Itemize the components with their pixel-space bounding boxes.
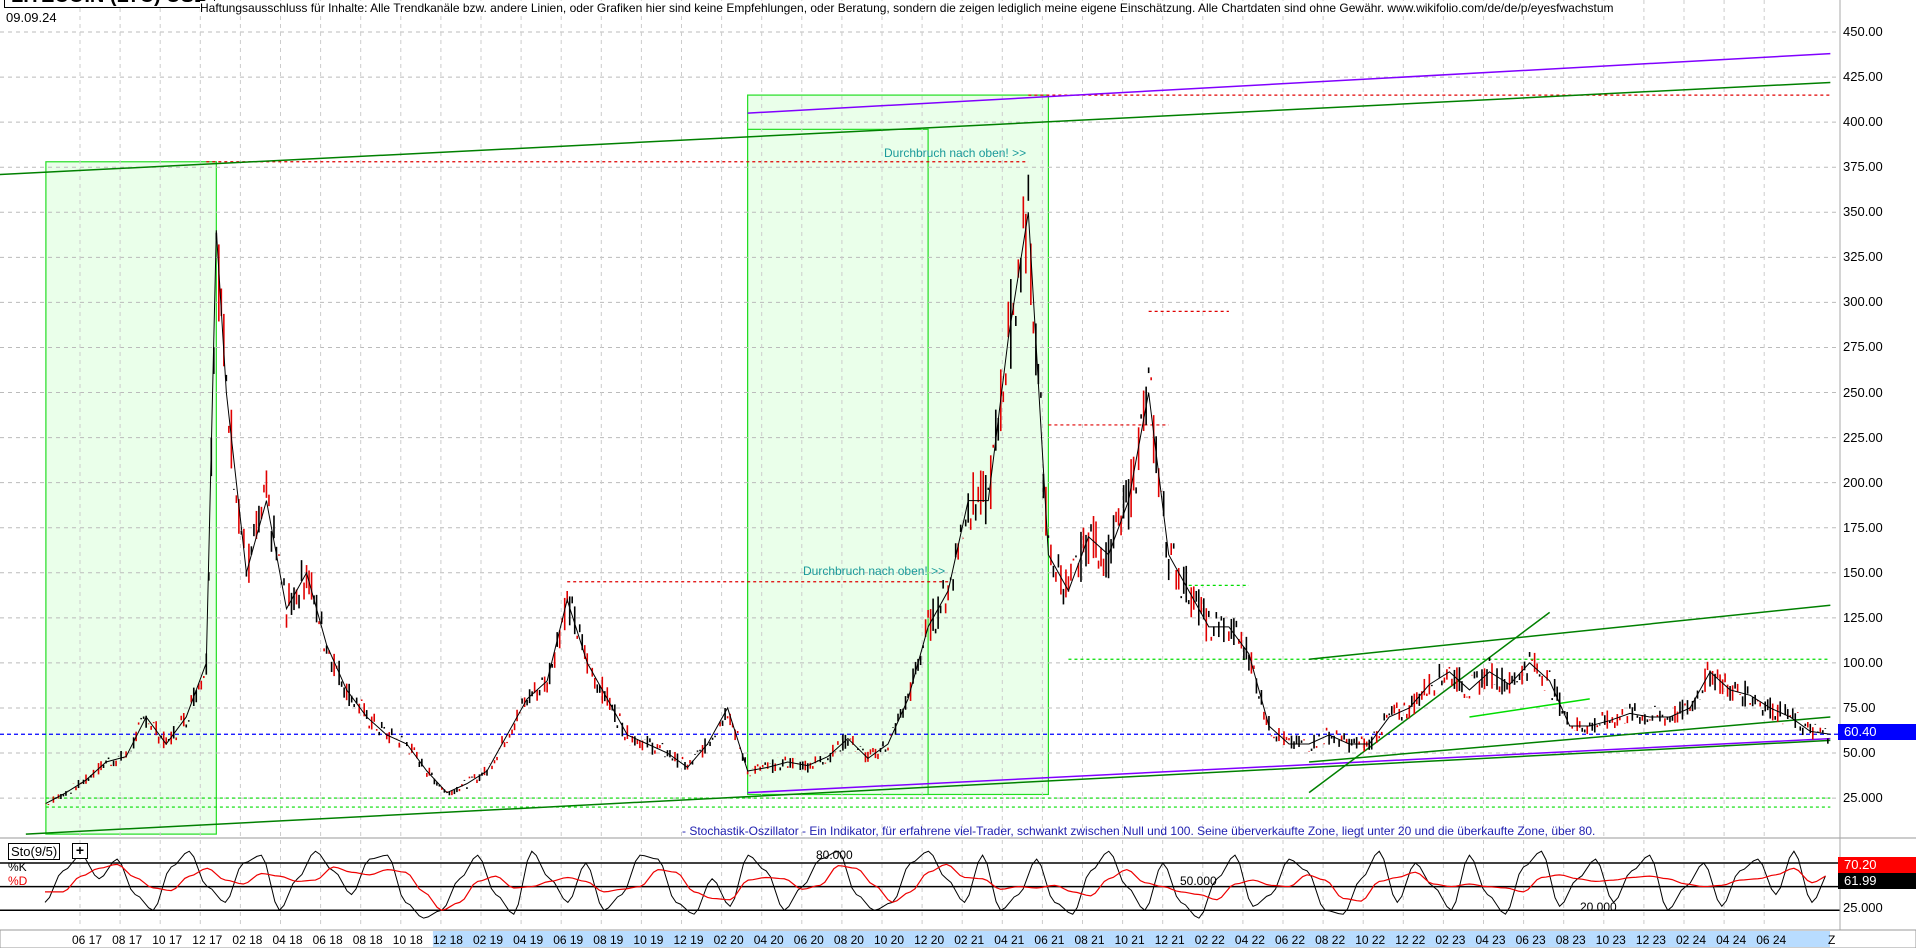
y-tick-label: 100.00 (1843, 654, 1883, 670)
y-tick-label: 325.00 (1843, 249, 1883, 265)
date-axis-range (432, 931, 1830, 947)
x-tick-label: 08 20 (833, 933, 864, 947)
x-tick-label: 04 18 (272, 933, 303, 947)
stoch-level-label: 80.000 (816, 848, 853, 862)
legend-k: %K (8, 860, 27, 874)
last-price-badge: 60.40 (1838, 724, 1916, 740)
trendline (25, 739, 1831, 835)
trendline (1308, 716, 1831, 763)
trendline (0, 81, 1831, 176)
y-tick-label: 75.00 (1843, 699, 1876, 715)
trendline (747, 52, 1831, 114)
stoch-y-tick: 25.000 (1843, 900, 1883, 915)
x-tick-label: 08 19 (593, 933, 624, 947)
y-tick-label: 375.00 (1843, 159, 1883, 175)
trendline (1308, 604, 1831, 661)
x-tick-label: 04 20 (753, 933, 784, 947)
x-tick-label: 02 19 (473, 933, 504, 947)
y-tick-label: 425.00 (1843, 69, 1883, 85)
x-tick-label: 10 19 (633, 933, 664, 947)
x-tick-label: 02 18 (232, 933, 263, 947)
y-tick-label: 250.00 (1843, 384, 1883, 400)
breakout-annotation: Durchbruch nach oben! >> (884, 146, 1027, 160)
x-tick-label: 02 20 (713, 933, 744, 947)
stoch-level-label: 50.000 (1180, 874, 1217, 888)
y-tick-label: 225.00 (1843, 429, 1883, 445)
x-tick-label: 08 22 (1315, 933, 1346, 947)
stochastic-note: - Stochastik-Oszillator - Ein Indikator,… (682, 824, 1596, 838)
y-tick-label: 300.00 (1843, 294, 1883, 310)
y-tick-label: 400.00 (1843, 114, 1883, 130)
x-tick-label: 06 22 (1275, 933, 1306, 947)
x-tick-label: 04 24 (1716, 933, 1747, 947)
x-tick-label: 02 24 (1676, 933, 1707, 947)
x-tick-label: 06 20 (793, 933, 824, 947)
stoch-level-label: 20.000 (1580, 900, 1617, 914)
x-tick-label: 10 17 (152, 933, 183, 947)
x-tick-label: 12 18 (432, 933, 463, 947)
x-tick-label: 04 21 (994, 933, 1025, 947)
x-tick-label: 08 18 (352, 933, 383, 947)
y-tick-label: 350.00 (1843, 204, 1883, 220)
trendline (1469, 698, 1590, 718)
x-tick-label: 12 22 (1395, 933, 1426, 947)
x-tick-label: 10 21 (1114, 933, 1145, 947)
x-tick-label: 06 21 (1034, 933, 1065, 947)
x-tick-label: 04 23 (1475, 933, 1506, 947)
x-tick-label: 02 23 (1435, 933, 1466, 947)
x-tick-label: 02 21 (954, 933, 985, 947)
x-tick-label: 12 19 (673, 933, 704, 947)
highlight-zone (747, 128, 929, 796)
x-tick-label: 02 22 (1194, 933, 1225, 947)
y-tick-label: 200.00 (1843, 474, 1883, 490)
x-tick-label: 08 23 (1555, 933, 1586, 947)
last-d-badge: 61.99 (1838, 873, 1916, 889)
x-tick-label: 12 23 (1635, 933, 1666, 947)
y-tick-label: 50.00 (1843, 745, 1876, 760)
x-tick-label: 10 18 (392, 933, 423, 947)
y-tick-label: 175.00 (1843, 519, 1883, 535)
trendline (1308, 611, 1551, 794)
y-tick-label: 150.00 (1843, 564, 1883, 580)
y-tick-label: 450.00 (1843, 24, 1883, 39)
x-tick-label: 06 23 (1515, 933, 1546, 947)
legend-d: %D (8, 874, 28, 888)
x-tick-label: 10 22 (1355, 933, 1386, 947)
y-tick-label: 125.00 (1843, 609, 1883, 625)
x-tick-label: 06 24 (1756, 933, 1787, 947)
x-tick-label: 06 17 (72, 933, 103, 947)
x-tick-label: 12 20 (914, 933, 945, 947)
price-line (45, 212, 1831, 804)
x-tick-label: 12 17 (192, 933, 223, 947)
breakout-annotation: Durchbruch nach oben! >> (803, 564, 946, 578)
zoom-button[interactable]: Z (1828, 933, 1836, 947)
chart-date: 09.09.24 (6, 10, 57, 25)
last-k-badge: 70.20 (1838, 857, 1916, 873)
y-tick-label: 275.00 (1843, 339, 1883, 355)
x-tick-label: 10 20 (874, 933, 905, 947)
trendline (747, 737, 1831, 794)
y-tick-label: 25.000 (1843, 790, 1883, 806)
highlight-zone (45, 161, 217, 835)
indicator-label[interactable]: Sto(9/5) (8, 843, 61, 860)
add-indicator-button[interactable]: + (72, 843, 88, 859)
x-tick-label: 04 22 (1234, 933, 1265, 947)
x-tick-label: 06 19 (553, 933, 584, 947)
x-tick-label: 04 19 (513, 933, 544, 947)
instrument-title: LITECOIN (LTC) USD (4, 0, 216, 8)
x-tick-label: 08 17 (112, 933, 143, 947)
x-tick-label: 12 21 (1154, 933, 1185, 947)
x-tick-label: 06 18 (312, 933, 343, 947)
stoch-d-line (45, 863, 1826, 911)
disclaimer: Haftungsausschluss für Inhalte: Alle Tre… (200, 1, 1614, 15)
x-tick-label: 10 23 (1595, 933, 1626, 947)
x-tick-label: 08 21 (1074, 933, 1105, 947)
stoch-k-line (44, 850, 1826, 919)
